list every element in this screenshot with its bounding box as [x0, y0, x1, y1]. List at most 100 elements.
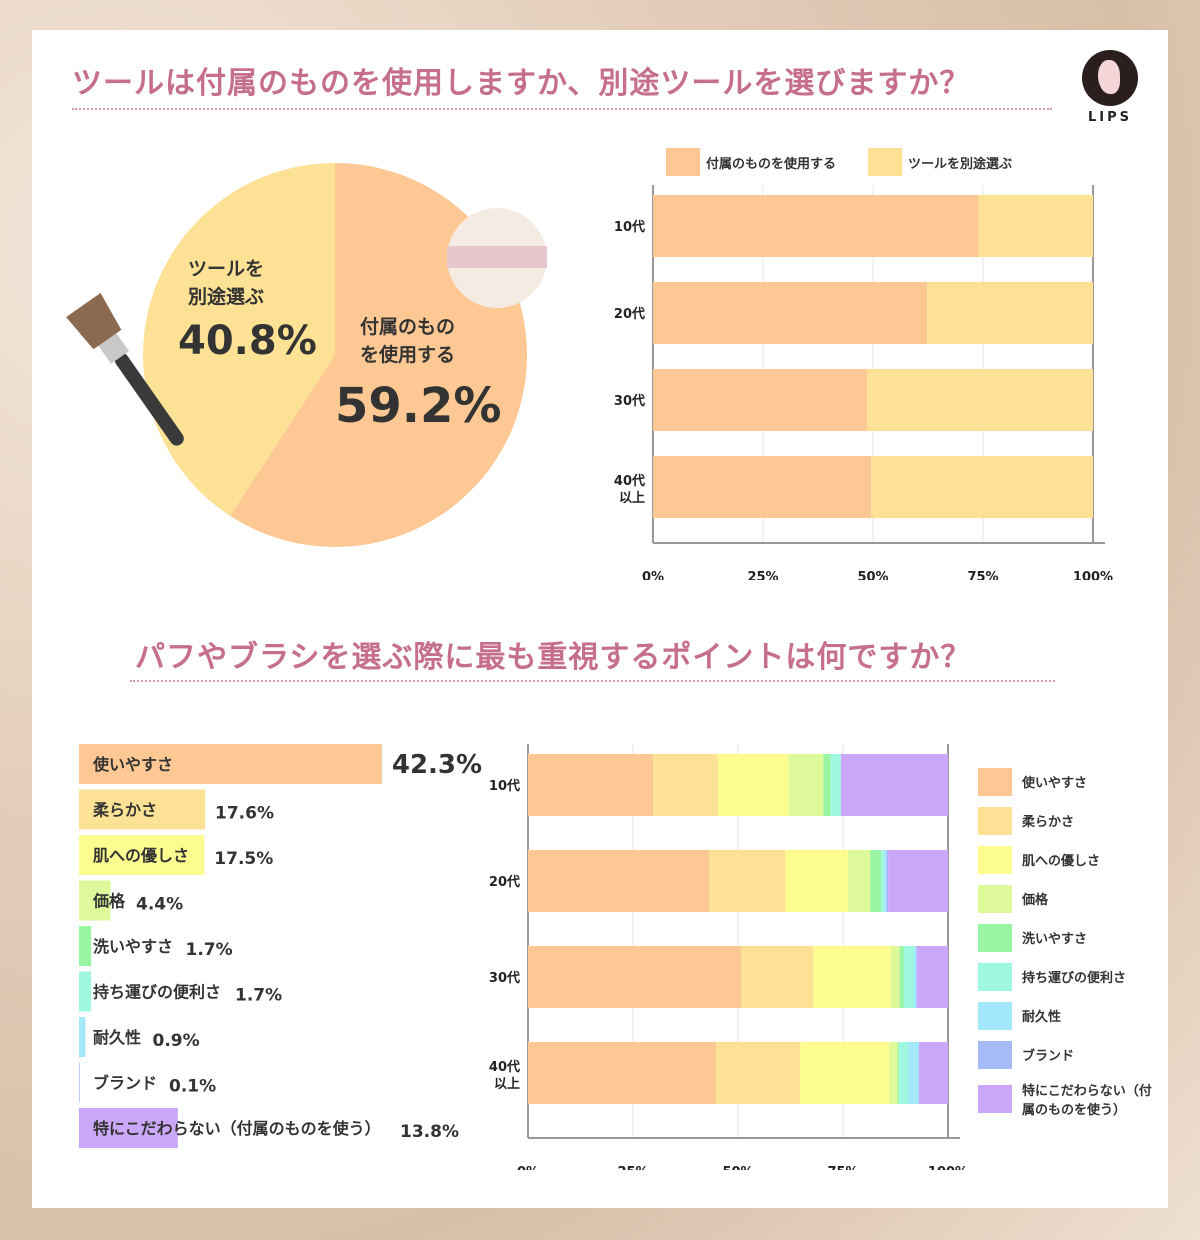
points-bar-chart: 使いやすさ 42.3% 柔らかさ 17.6% 肌への優しさ 17.5% 価格 4.4% 洗いやす… [79, 744, 482, 1148]
pie-chart: 付属のものを使用する 59.2% ツールを別途選ぶ 40.8% [66, 163, 547, 548]
brush-handle [114, 352, 184, 446]
bar-segment [978, 195, 1093, 257]
legend-label: 特にこだわらない（付属のものを使う） [1022, 1084, 1152, 1118]
bar-segment [813, 946, 891, 1008]
bar-segment [871, 456, 1093, 518]
bar-segment [848, 850, 871, 912]
legend-swatch [978, 767, 1012, 796]
bar-segment [653, 456, 872, 518]
legend: 使いやすさ柔らかさ肌への優しさ価格洗いやすさ持ち運びの便利さ耐久性ブランド特にこ… [978, 762, 1152, 1124]
bar-segment [709, 850, 786, 912]
legend-item: 柔らかさ [978, 801, 1152, 840]
bar-value-label: 42.3% [392, 750, 482, 780]
bar-category-label: 肌への優しさ [93, 846, 189, 865]
bar-category-label: 洗いやすさ [93, 937, 173, 956]
legend-item: 持ち運びの便利さ [978, 957, 1152, 996]
bar-segment [927, 282, 1093, 344]
bar-segment [886, 850, 889, 912]
category-label: 10代 [614, 219, 645, 235]
legend-swatch [868, 148, 902, 176]
bar-segment [528, 754, 654, 816]
bar-value-label: 0.1% [169, 1077, 216, 1097]
bar [79, 1017, 86, 1057]
legend-swatch [666, 148, 700, 176]
legend-swatch [978, 923, 1012, 952]
legend-item: 使いやすさ [978, 762, 1152, 801]
title-q1: ツールは付属のものを使用しますか、別途ツールを選びますか？ [72, 66, 971, 101]
slice-label: を使用する [360, 344, 455, 366]
legend-swatch [978, 806, 1012, 835]
bar-value-label: 1.7% [186, 940, 233, 960]
legend-item: 洗いやすさ [978, 918, 1152, 957]
legend-label: 柔らかさ [1022, 815, 1075, 830]
bar-segment [908, 1042, 920, 1104]
bar-segment [888, 850, 948, 912]
bar-segment [716, 1042, 801, 1104]
legend-item: 耐久性 [978, 996, 1152, 1035]
bar-segment [890, 946, 900, 1008]
bar [79, 835, 205, 875]
x-tick-label: 75% [827, 1165, 858, 1170]
logo-text: LIPS [1087, 110, 1132, 125]
bar-segment [870, 850, 882, 912]
bar-segment [897, 1042, 900, 1104]
legend-item: 特にこだわらない（付属のものを使う） [978, 1074, 1152, 1124]
legend-swatch [978, 1085, 1012, 1113]
bar-category-label: 柔らかさ [92, 801, 157, 820]
bar-segment [653, 195, 979, 257]
legend-item: 肌への優しさ [978, 840, 1152, 879]
bar-value-label: 17.6% [215, 804, 274, 824]
bar-segment [653, 754, 719, 816]
title-q2: パフやブラシを選ぶ際に最も重視するポイントは何ですか？ [135, 640, 972, 675]
bar-segment [741, 946, 814, 1008]
category-label: 以上 [494, 1077, 520, 1092]
legend-label: ツールを別途選ぶ [908, 156, 1012, 172]
legend-label: 価格 [1022, 893, 1049, 908]
legend-swatch [978, 1040, 1012, 1069]
slice-value: 40.8% [178, 318, 317, 364]
category-label: 以上 [619, 491, 645, 506]
bar-segment [830, 754, 841, 816]
brush-bristles [66, 292, 122, 350]
brush-icon [66, 292, 184, 446]
x-tick-label: 100% [928, 1165, 968, 1170]
slice-label: 付属のもの [360, 315, 455, 338]
legend-label: 付属のものを使用する [706, 156, 836, 172]
bar [79, 1062, 80, 1103]
bar-segment [823, 754, 831, 816]
bar-segment [889, 1042, 898, 1104]
legend-label: 洗いやすさ [1022, 932, 1088, 947]
bar-segment [788, 754, 824, 816]
slice-label: 別途選ぶ [188, 285, 264, 308]
x-tick-label: 50% [722, 1165, 753, 1170]
legend-item: ブランド [978, 1035, 1152, 1074]
legend-label: 耐久性 [1022, 1010, 1062, 1025]
x-tick-label: 0% [642, 570, 664, 580]
bar-category-label: 価格 [92, 892, 126, 911]
bar-segment [884, 850, 887, 912]
bar-segment [916, 946, 948, 1008]
bar-category-label: 特にこだわらない（付属のものを使う） [93, 1119, 381, 1138]
puff-ribbon-icon [447, 246, 547, 268]
bar-segment [653, 282, 928, 344]
category-label: 20代 [489, 874, 520, 890]
bar-segment [528, 946, 742, 1008]
legend-label: 使いやすさ [1022, 776, 1088, 791]
bar [79, 744, 382, 784]
bar-value-label: 17.5% [214, 849, 273, 869]
x-tick-label: 0% [517, 1165, 539, 1170]
bar [79, 789, 206, 830]
category-label: 40代 [489, 1059, 520, 1075]
slice-label: ツールを [188, 258, 264, 280]
bar-value-label: 13.8% [400, 1122, 459, 1142]
category-label: 20代 [614, 306, 645, 322]
bar-segment [528, 1042, 717, 1104]
bar-segment [899, 946, 904, 1008]
bar-segment [718, 754, 789, 816]
category-label: 40代 [614, 473, 645, 489]
bar-segment [903, 946, 914, 1008]
x-tick-label: 100% [1073, 570, 1113, 580]
bar-category-label: ブランド [93, 1074, 157, 1093]
bar-category-label: 持ち運びの便利さ [93, 983, 221, 1002]
